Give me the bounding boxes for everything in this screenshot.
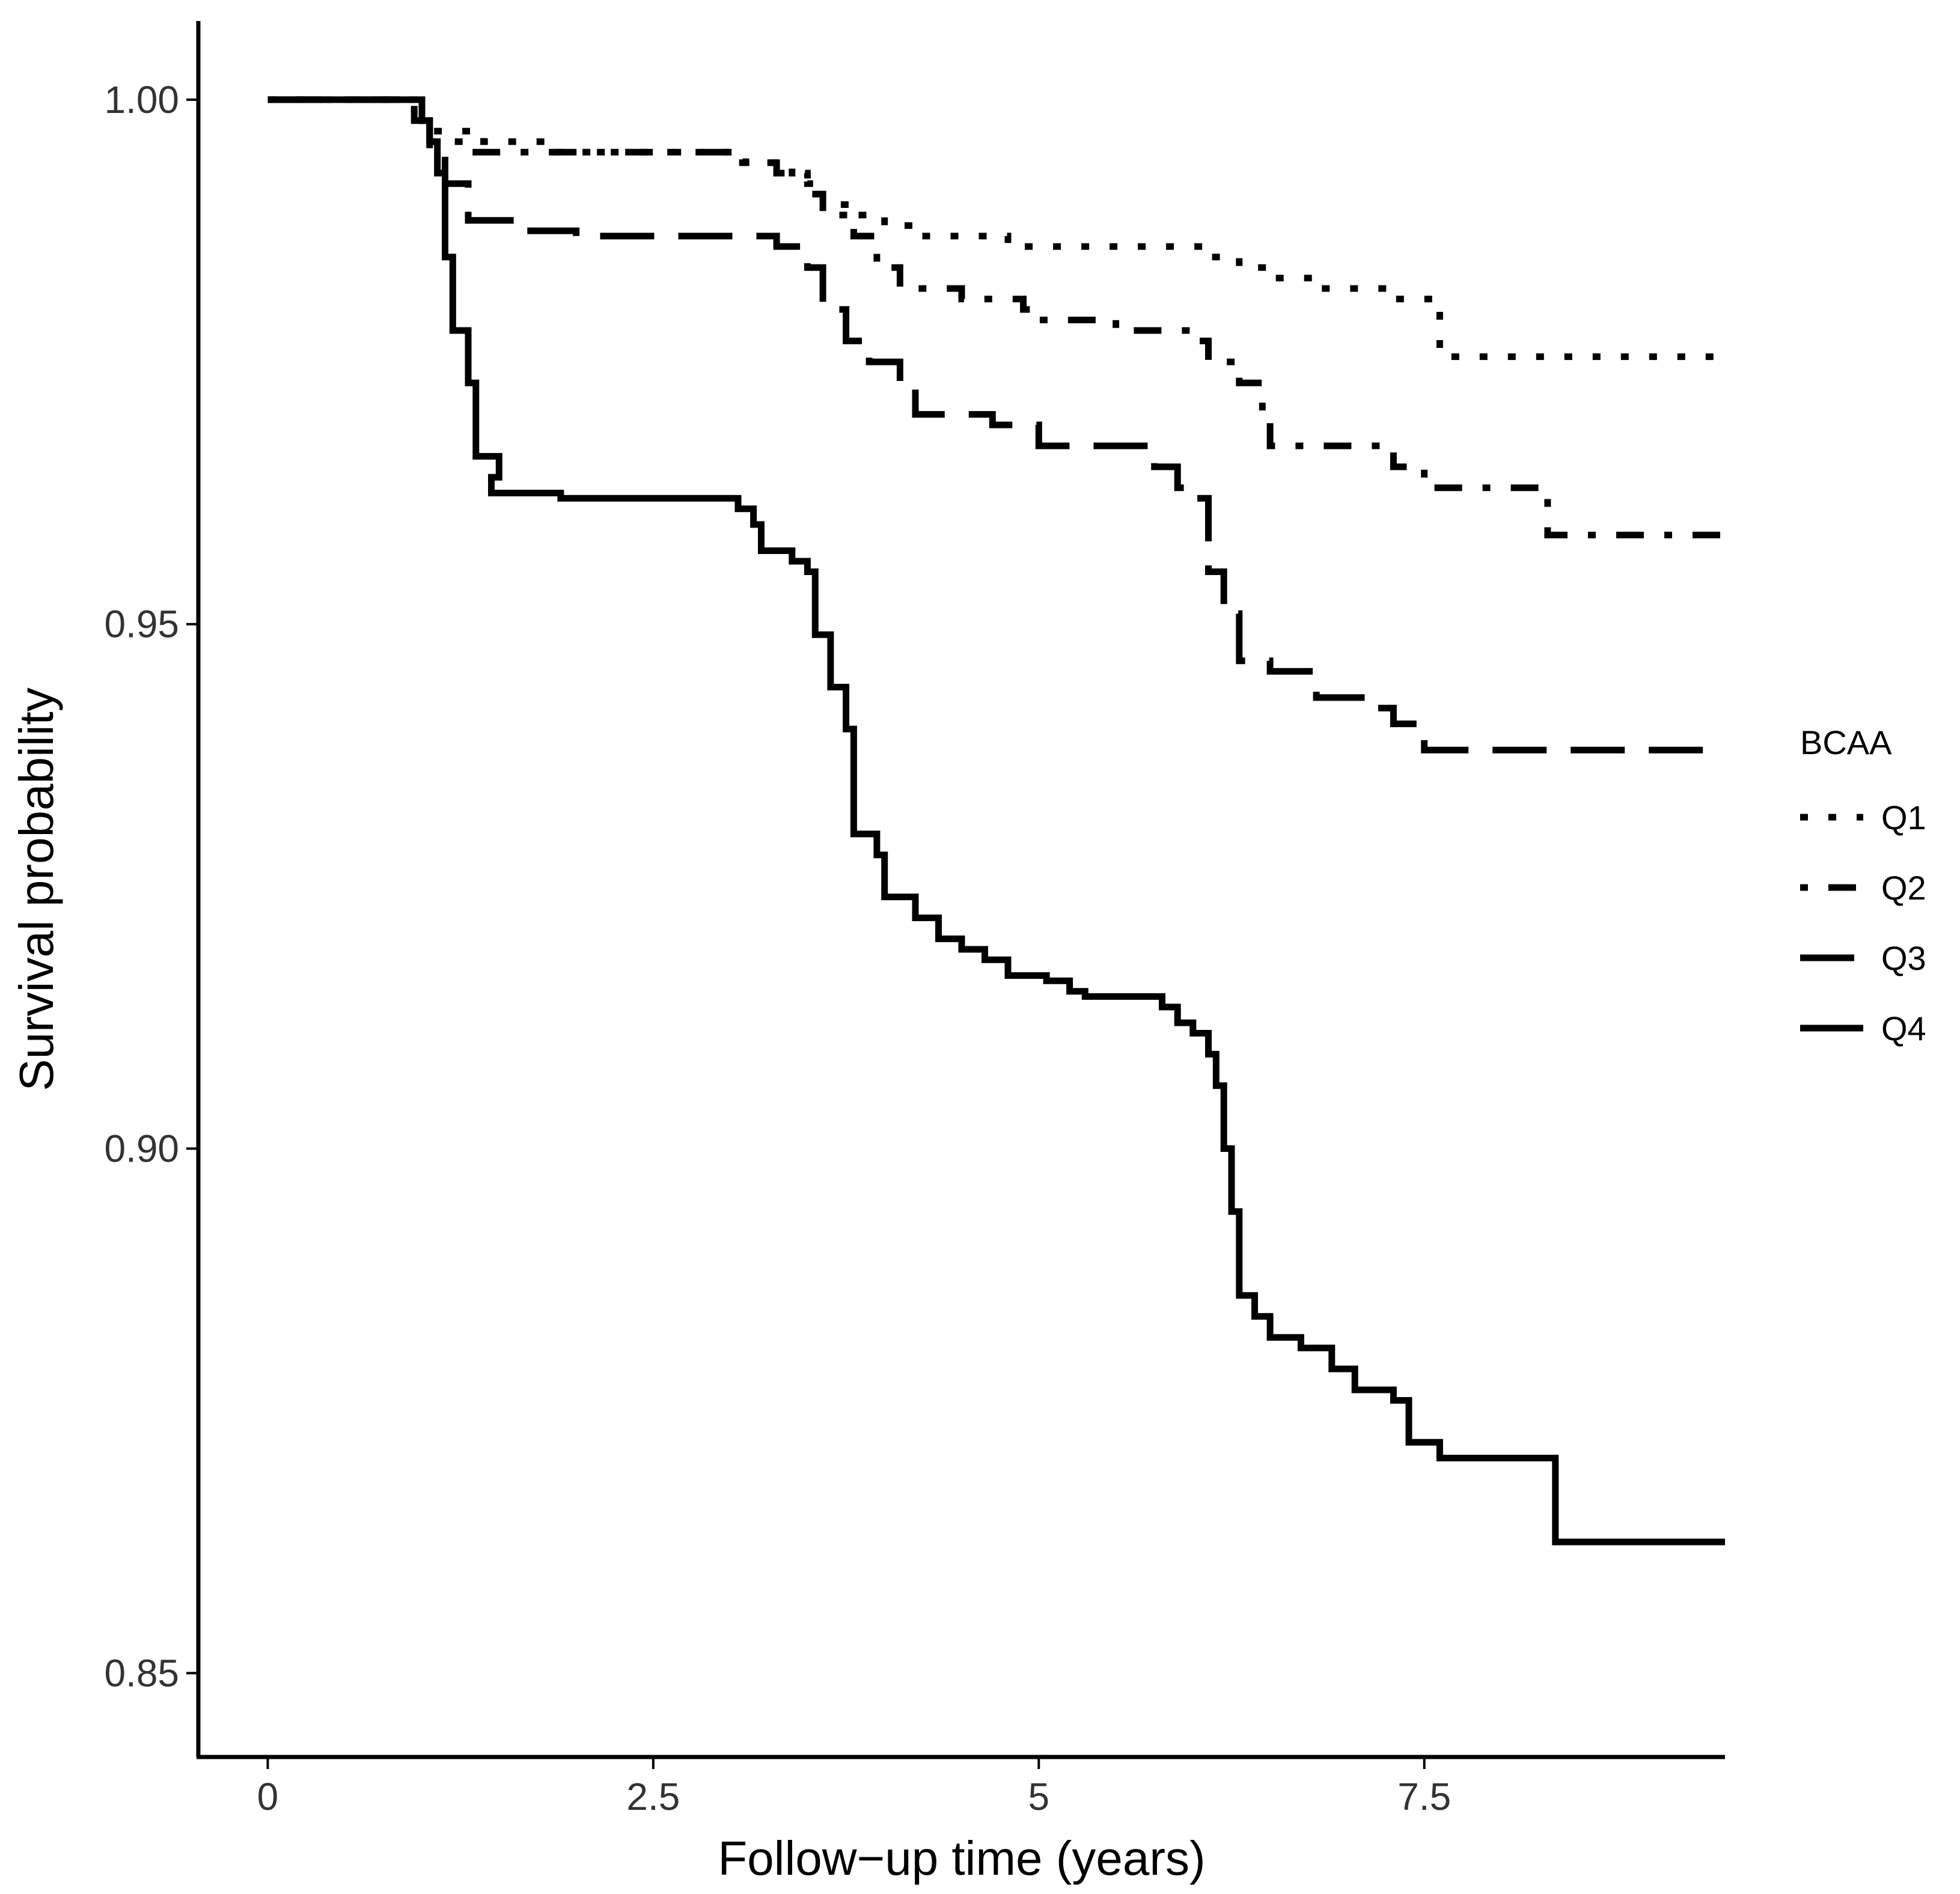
legend: BCAA Q1 Q2 Q3 Q4 [1800,723,1926,1047]
y-axis-title: Survival probability [10,687,63,1091]
x-tick-label: 2.5 [626,1775,680,1818]
legend-items: Q1 Q2 Q3 Q4 [1800,799,1926,1047]
series-q1-line [267,96,1725,361]
legend-label-q3: Q3 [1881,939,1926,977]
legend-label-q1: Q1 [1881,799,1926,836]
x-tick-label: 7.5 [1397,1775,1451,1818]
series-q2-line [267,96,1725,538]
x-axis-title: Follow−up time (years) [718,1832,1205,1885]
legend-title: BCAA [1800,723,1892,761]
y-tick-label: 0.90 [104,1127,179,1171]
legend-label-q4: Q4 [1881,1009,1926,1047]
legend-label-q2: Q2 [1881,869,1926,907]
x-ticks-group: 0 2.5 5 7.5 [257,1757,1451,1818]
series-q3-line [267,96,1725,754]
y-tick-label: 1.00 [104,78,179,121]
y-tick-label: 0.95 [104,603,179,646]
x-tick-label: 5 [1028,1775,1049,1818]
x-tick-label: 0 [257,1775,279,1818]
axes-group [196,21,1725,1759]
series-q4-line [267,96,1725,1545]
curves-group [267,96,1725,1545]
y-tick-label: 0.85 [104,1651,179,1695]
y-ticks-group: 0.85 0.90 0.95 1.00 [104,78,198,1695]
